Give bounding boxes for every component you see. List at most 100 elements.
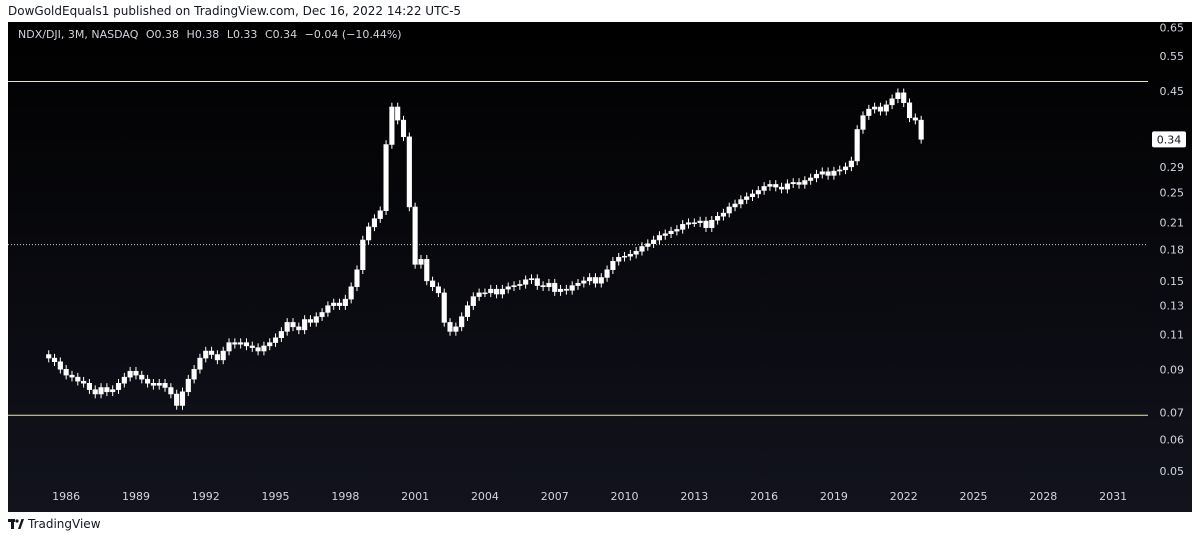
- candle-body: [447, 322, 453, 332]
- candle-body: [179, 391, 186, 406]
- symbol-legend: NDX/DJI, 3M, NASDAQ O0.38 H0.38 L0.33 C0…: [18, 28, 406, 41]
- candle-body: [110, 389, 116, 393]
- legend-change: −0.04 (−10.44%): [304, 28, 402, 41]
- price-tick-label: 0.29: [1160, 161, 1185, 174]
- candle-body: [523, 279, 529, 285]
- price-tick-label: 0.09: [1160, 363, 1185, 376]
- candle-body: [517, 284, 523, 286]
- price-tick-label: 0.05: [1160, 465, 1185, 478]
- candle-body: [348, 286, 354, 300]
- candle-body: [145, 378, 151, 384]
- candle-body: [912, 117, 918, 121]
- candle-body: [232, 342, 238, 345]
- candle-body: [505, 286, 511, 290]
- candle-body: [115, 383, 122, 390]
- candle-body: [546, 282, 552, 288]
- candle-body: [557, 288, 564, 292]
- candle-body: [174, 393, 180, 406]
- candle-body: [656, 235, 662, 241]
- candle-body: [92, 389, 98, 395]
- candle-body: [901, 92, 907, 104]
- candle-body: [395, 106, 401, 121]
- candle-body: [825, 171, 831, 176]
- candle-body: [674, 229, 680, 232]
- price-tick-label: 0.45: [1160, 85, 1185, 98]
- candle-body: [680, 224, 686, 230]
- candle-body: [831, 170, 837, 176]
- candle-body: [412, 206, 418, 265]
- candle-body: [767, 184, 773, 187]
- candle-body: [75, 376, 81, 382]
- candle-body: [720, 212, 726, 217]
- candle-body: [156, 383, 162, 386]
- candle-body: [424, 258, 430, 282]
- time-tick-label: 2016: [750, 490, 778, 503]
- candle-body: [284, 322, 290, 332]
- price-chart[interactable]: 0.65 0.55 0.45 0.29 0.25 0.21 0.18 0.15 0.13 0.11…: [8, 21, 1192, 512]
- candle-body: [441, 292, 447, 323]
- price-tick-label: 0.06: [1160, 433, 1185, 446]
- candle-body: [476, 292, 482, 297]
- candle-body: [621, 255, 628, 258]
- candle-body: [296, 326, 302, 331]
- legend-close: C0.34: [264, 28, 298, 41]
- last-price-marker: 0.34: [1152, 131, 1186, 148]
- candle-body: [272, 337, 279, 343]
- time-tick-label: 1995: [262, 490, 290, 503]
- candle-body: [883, 104, 889, 112]
- candle-body: [127, 370, 133, 378]
- horizontal-lines: [8, 81, 1148, 416]
- candle-body: [581, 280, 587, 284]
- candle-body: [895, 92, 901, 99]
- candle-body: [715, 215, 721, 221]
- candle-body: [668, 230, 674, 234]
- candle-body: [406, 136, 412, 208]
- candle-body: [499, 288, 505, 295]
- candle-body: [540, 285, 546, 288]
- candle-body: [726, 206, 732, 214]
- chart-panel[interactable]: 0.65 0.55 0.45 0.29 0.25 0.21 0.18 0.15 0.13 0.11…: [8, 21, 1192, 512]
- candle-body: [400, 119, 407, 138]
- time-tick-label: 2022: [890, 490, 918, 503]
- candle-body: [918, 119, 924, 140]
- footer-bar: TradingView: [0, 512, 1200, 536]
- candle-body: [238, 342, 244, 345]
- candle-body: [243, 342, 250, 347]
- candle-body: [872, 106, 878, 110]
- candle-body: [738, 199, 744, 205]
- candle-body: [226, 342, 232, 352]
- candle-body: [255, 347, 261, 352]
- candle-body: [121, 376, 127, 384]
- candle-body: [313, 316, 319, 323]
- candle-body: [796, 182, 802, 185]
- candle-body: [604, 269, 610, 278]
- candle-body: [528, 278, 535, 280]
- candle-body: [278, 331, 284, 338]
- legend-symbol: NDX/DJI, 3M, NASDAQ: [18, 28, 139, 41]
- candle-body: [418, 258, 424, 265]
- time-tick-label: 2019: [820, 490, 848, 503]
- candle-body: [627, 253, 633, 257]
- price-tick-label: 0.11: [1160, 329, 1185, 342]
- candle-body: [86, 383, 92, 390]
- candle-body: [453, 326, 459, 332]
- candle-body: [779, 186, 785, 190]
- tradingview-logo-icon: [8, 519, 24, 529]
- candle-body: [191, 369, 197, 380]
- candle-body: [57, 361, 63, 370]
- candle-body: [98, 387, 104, 395]
- candle-body: [749, 193, 756, 197]
- candle-body: [563, 288, 569, 291]
- candle-body: [889, 98, 895, 106]
- price-tick-label: 0.15: [1160, 275, 1185, 288]
- legend-high: H0.38: [186, 28, 220, 41]
- candle-body: [906, 102, 913, 119]
- candle-body: [482, 292, 488, 295]
- candle-body: [220, 350, 226, 361]
- candle-body: [197, 357, 203, 370]
- price-tick-label: 0.07: [1160, 407, 1185, 420]
- candle-body: [470, 296, 476, 306]
- candle-body: [819, 171, 825, 175]
- candle-body: [877, 106, 884, 112]
- candle-body: [354, 269, 360, 288]
